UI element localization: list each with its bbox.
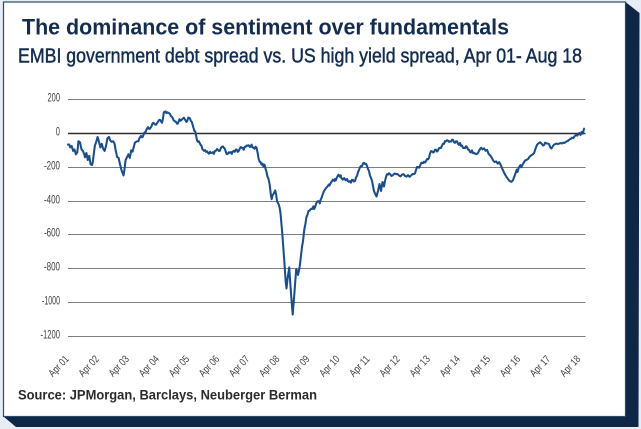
svg-text:0: 0 — [56, 125, 60, 139]
svg-text:EMBI government debt spread vs: EMBI government debt spread vs. US high … — [18, 46, 582, 68]
svg-text:-1200: -1200 — [41, 328, 61, 342]
svg-text:200: 200 — [48, 91, 61, 105]
svg-text:-200: -200 — [44, 159, 60, 173]
svg-text:-1000: -1000 — [42, 294, 60, 308]
svg-text:Source: JPMorgan, Barclays, Ne: Source: JPMorgan, Barclays, Neuberger Be… — [18, 388, 317, 403]
svg-text:-400: -400 — [44, 193, 60, 207]
svg-text:-800: -800 — [44, 260, 60, 274]
svg-text:-600: -600 — [44, 226, 60, 240]
svg-text:The dominance of sentiment ove: The dominance of sentiment over fundamen… — [22, 15, 509, 40]
